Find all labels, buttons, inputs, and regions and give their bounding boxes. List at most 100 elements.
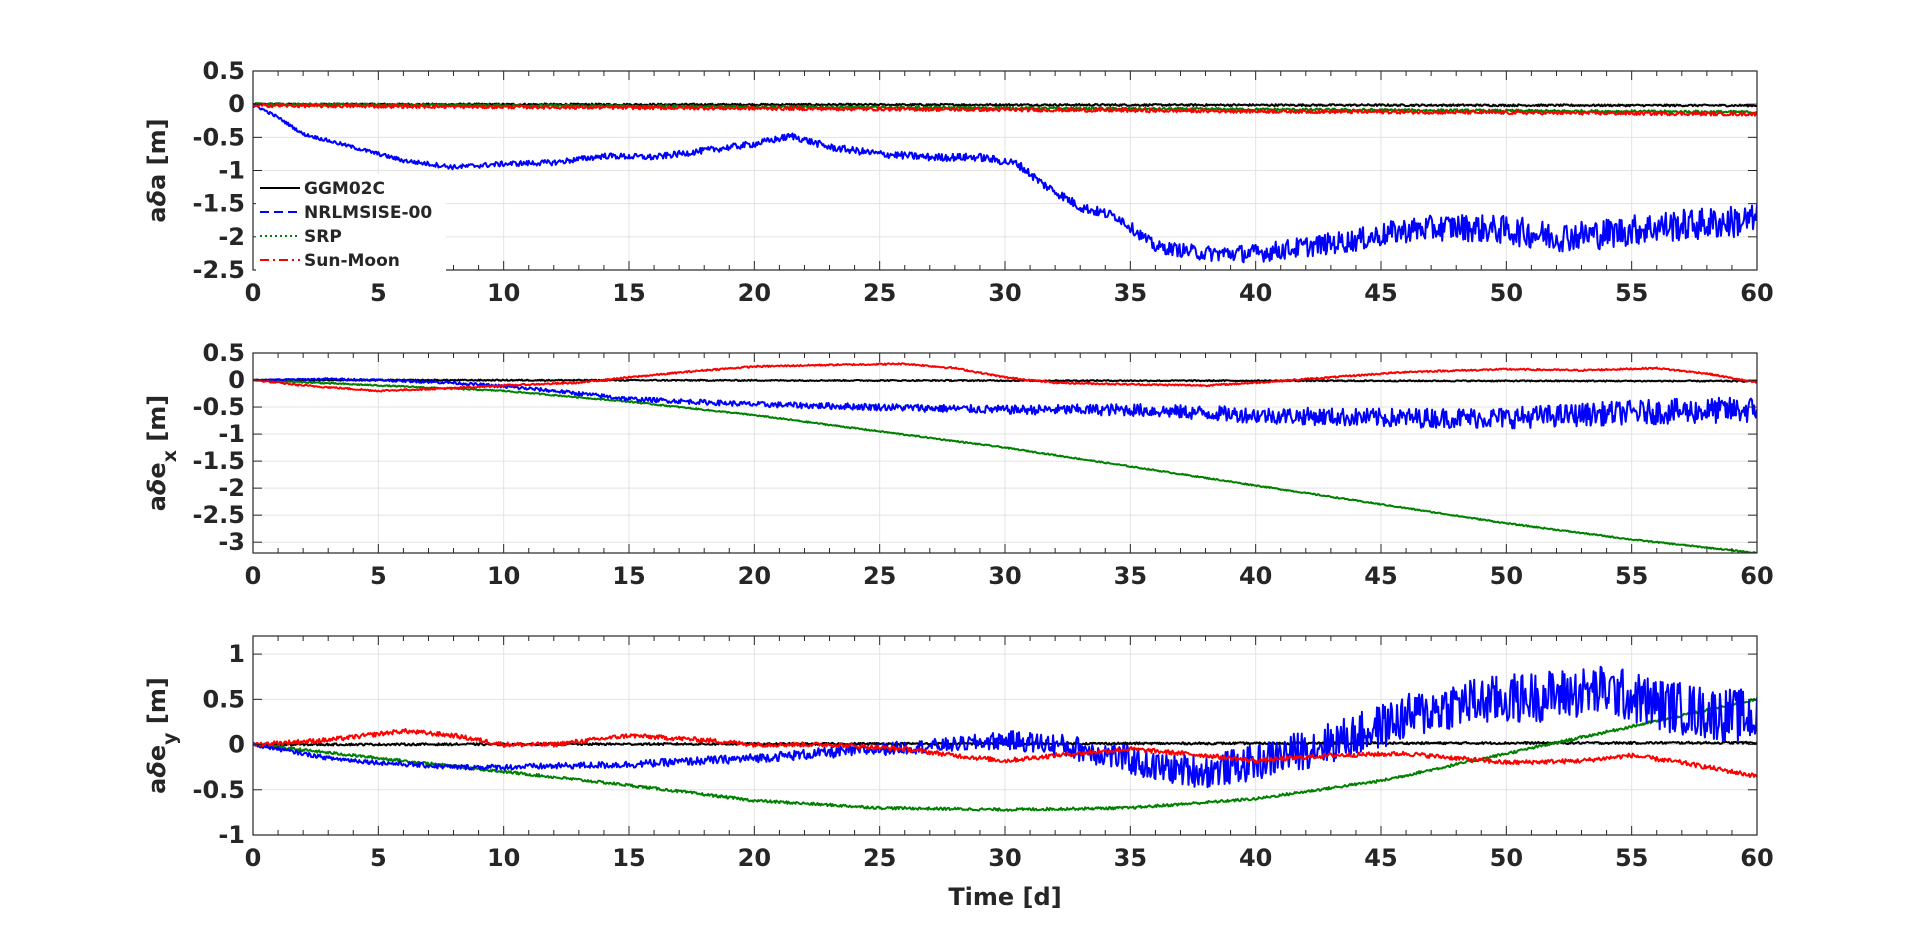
legend-label: Sun-Moon <box>304 251 400 271</box>
x-tick-label: 5 <box>370 562 387 590</box>
legend-label: GGM02C <box>304 179 385 199</box>
x-tick-label: 10 <box>487 279 520 307</box>
y-tick-label: -0.5 <box>193 123 245 151</box>
y-tick-label: -3 <box>218 528 245 556</box>
panel-a-delta-ey: 0 5 10 15 20 25 30 35 40 45 50 55 60 1 0.5 0 -0.5 -1 aδey… <box>143 635 1774 911</box>
y-axis-label-part: y <box>159 732 181 745</box>
legend-item-sun-moon: Sun-Moon <box>260 251 400 271</box>
y-axis-label-part: δ <box>143 190 171 207</box>
series-line-3 <box>253 362 1757 393</box>
x-tick-label: 45 <box>1364 562 1397 590</box>
x-tick-label: 25 <box>863 844 896 872</box>
panel-a-delta-ex: 0 5 10 15 20 25 30 35 40 45 50 55 600.50-0.5-1-1.5-2… <box>143 339 1774 590</box>
y-tick-label: -2.5 <box>193 256 245 284</box>
y-axis-label-part: a <box>143 778 171 794</box>
y-axis-label-part: a <box>143 206 171 222</box>
y-tick-label: -1 <box>218 157 245 185</box>
y-tick-label: -1.5 <box>193 447 245 475</box>
y-tick-label: -0.5 <box>193 393 245 421</box>
legend-item-nrlmsise-00: NRLMSISE-00 <box>260 203 432 223</box>
x-tick-label: 55 <box>1615 562 1648 590</box>
y-axis-label-part: δ <box>143 479 171 496</box>
x-tick-label: 10 <box>487 562 520 590</box>
x-tick-label: 40 <box>1239 562 1272 590</box>
x-tick-label: 60 <box>1740 562 1773 590</box>
x-tick-label: 15 <box>612 844 645 872</box>
y-tick-label: 0 <box>228 366 245 394</box>
x-tick-label: 15 <box>612 562 645 590</box>
legend-item-srp: SRP <box>260 227 342 247</box>
axes-frame <box>252 635 1758 836</box>
y-tick-label: -0.5 <box>193 776 245 804</box>
x-tick-label: 30 <box>988 279 1021 307</box>
axes-frame <box>252 70 1758 271</box>
x-tick-label: 25 <box>863 279 896 307</box>
y-axis-label-part: [m] <box>143 677 171 732</box>
x-tick-label: 30 <box>988 562 1021 590</box>
x-tick-label: 55 <box>1615 844 1648 872</box>
y-axis-label-part: e <box>143 462 171 478</box>
x-tick-label: 55 <box>1615 279 1648 307</box>
axes-frame <box>252 352 1758 554</box>
series-line-3 <box>253 103 1757 117</box>
x-tick-label: 40 <box>1239 279 1272 307</box>
x-tick-label: 50 <box>1490 562 1523 590</box>
x-tick-label: 45 <box>1364 279 1397 307</box>
tick-labels: 0 5 10 15 20 25 30 35 40 45 50 55 600.50-0.5-1-1.5-2… <box>193 57 1774 307</box>
y-tick-label: 0 <box>228 90 245 118</box>
series-group <box>253 665 1757 812</box>
x-tick-label: 0 <box>245 844 262 872</box>
legend: GGM02C NRLMSISE-00 SRP Sun-Moon <box>256 174 446 276</box>
x-tick-label: 60 <box>1740 844 1773 872</box>
y-axis-label: aδa [m] <box>143 118 171 222</box>
y-tick-label: 0.5 <box>202 57 245 85</box>
x-tick-label: 35 <box>1114 844 1147 872</box>
legend-label: NRLMSISE-00 <box>304 203 432 223</box>
series-line-3 <box>253 728 1757 779</box>
y-tick-label: -2.5 <box>193 501 245 529</box>
x-tick-label: 5 <box>370 279 387 307</box>
y-tick-label: -2 <box>218 223 245 251</box>
series-line-1 <box>253 697 1757 812</box>
x-tick-label: 15 <box>612 279 645 307</box>
x-tick-label: 60 <box>1740 279 1773 307</box>
series-line-1 <box>253 378 1757 553</box>
y-axis-label-part: e <box>143 745 171 761</box>
x-tick-label: 40 <box>1239 844 1272 872</box>
x-tick-label: 0 <box>245 279 262 307</box>
x-tick-label: 50 <box>1490 844 1523 872</box>
x-tick-label: 35 <box>1114 279 1147 307</box>
x-tick-label: 35 <box>1114 562 1147 590</box>
series-line-0 <box>253 378 1757 383</box>
tick-labels: 0 5 10 15 20 25 30 35 40 45 50 55 600.50-0.5-1-1.5-2… <box>193 339 1774 590</box>
y-tick-label: 0.5 <box>202 685 245 713</box>
y-axis-label: aδey [m] <box>143 677 181 794</box>
x-tick-label: 20 <box>738 562 771 590</box>
y-tick-label: -1.5 <box>193 190 245 218</box>
x-tick-label: 0 <box>245 562 262 590</box>
x-tick-label: 30 <box>988 844 1021 872</box>
x-axis-label: Time [d] <box>948 883 1061 911</box>
series-group <box>253 102 1757 264</box>
y-axis-label-part: δ <box>143 761 171 778</box>
y-axis-label: aδex [m] <box>143 395 181 512</box>
legend-label: SRP <box>304 227 342 247</box>
x-tick-label: 50 <box>1490 279 1523 307</box>
y-tick-label: -1 <box>218 420 245 448</box>
y-axis-label-part: x <box>159 450 181 462</box>
series-line-0 <box>253 102 1757 108</box>
tick-labels: 0 5 10 15 20 25 30 35 40 45 50 55 60 1 0.5 0 -0.5 -1 <box>193 640 1774 872</box>
series-group <box>253 362 1757 553</box>
series-line-2 <box>253 665 1757 789</box>
y-tick-label: -2 <box>218 474 245 502</box>
y-tick-label: -1 <box>218 821 245 849</box>
x-tick-label: 5 <box>370 844 387 872</box>
y-tick-label: 1 <box>228 640 245 668</box>
y-axis-label-part: [m] <box>143 395 171 450</box>
y-axis-label-part: a <box>143 174 171 190</box>
panel-a-delta-a: 0 5 10 15 20 25 30 35 40 45 50 55 60 0.5 0 -0.5 -1 -1.5 -2… <box>143 57 1774 307</box>
y-axis-label-part: [m] <box>143 118 171 173</box>
x-tick-label: 45 <box>1364 844 1397 872</box>
y-tick-label: 0.5 <box>202 339 245 367</box>
